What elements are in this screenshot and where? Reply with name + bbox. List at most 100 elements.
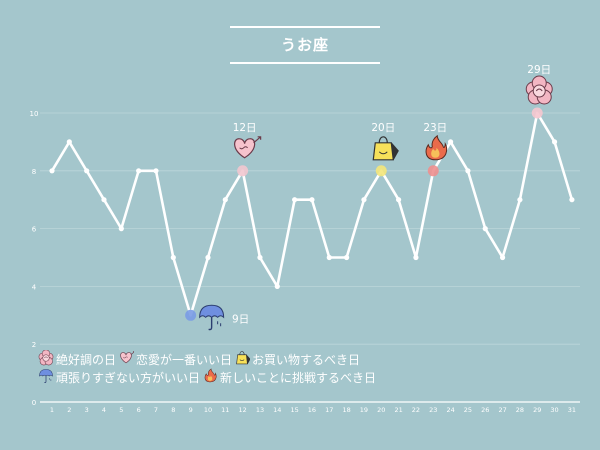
title-block: うお座 (230, 26, 380, 64)
legend-item-love-day: 恋愛が一番いい日 (118, 350, 232, 369)
x-tick-label: 13 (256, 406, 264, 414)
umbrella-icon (39, 369, 53, 384)
x-tick-label: 24 (446, 406, 454, 414)
heart-icon (120, 351, 136, 364)
title-rule-top (230, 26, 380, 28)
flower-icon (38, 349, 54, 366)
legend-label: 恋愛が一番いい日 (136, 353, 233, 367)
data-point (49, 168, 55, 174)
y-tick-label: 4 (32, 283, 37, 291)
legend-item-challenge-day: 新しいことに挑戦するべき日 (202, 368, 376, 387)
highlight-label: 12日 (233, 122, 257, 134)
x-tick-label: 7 (154, 406, 158, 414)
x-tick-label: 22 (412, 406, 420, 414)
umbrella-icon (199, 304, 225, 331)
x-tick-label: 4 (102, 406, 106, 414)
highlight-label: 23日 (423, 122, 447, 134)
y-tick-label: 8 (32, 168, 36, 176)
x-tick-label: 30 (550, 406, 558, 414)
x-tick-label: 16 (308, 406, 316, 414)
data-point (499, 254, 506, 261)
data-point (84, 168, 90, 174)
data-point (136, 168, 142, 174)
x-tick-label: 20 (377, 406, 385, 414)
x-tick-label: 9 (189, 406, 193, 414)
flame-icon (204, 368, 217, 383)
y-tick-label: 6 (32, 226, 37, 234)
x-tick-label: 11 (221, 406, 229, 414)
flame-icon (204, 368, 217, 383)
data-point (257, 254, 263, 261)
x-tick-label: 8 (171, 406, 175, 414)
highlight-point (427, 165, 439, 177)
legend-label: 新しいことに挑戦するべき日 (220, 371, 377, 385)
legend-item-rest-day: 頑張りすぎない方がいい日 (38, 368, 200, 387)
data-point (292, 197, 298, 203)
x-tick-label: 18 (342, 406, 350, 414)
flame-icon (202, 368, 220, 387)
x-tick-label: 2 (67, 406, 71, 414)
x-tick-label: 14 (273, 406, 281, 414)
x-tick-label: 12 (238, 406, 246, 414)
legend-label: お買い物するべき日 (252, 353, 361, 367)
x-tick-label: 31 (568, 406, 576, 414)
highlight-point (531, 107, 543, 119)
x-tick-label: 15 (290, 406, 298, 414)
umbrella-icon (38, 368, 56, 387)
chart-title: うお座 (280, 36, 329, 54)
x-tick-label: 29 (533, 406, 541, 414)
data-point (118, 226, 124, 232)
shopping-bag-icon (372, 136, 399, 161)
x-tick-label: 5 (119, 406, 123, 414)
highlight-point (185, 309, 197, 321)
legend-row-2: 頑張りすぎない方がいい日 新しいことに挑戦するべき日 (38, 368, 378, 387)
data-point (551, 139, 558, 145)
data-point (101, 197, 107, 203)
x-tick-label: 6 (137, 406, 141, 414)
highlight-label: 29日 (527, 64, 551, 76)
icon-layer: 9日 12日 20日 23日 29日 (199, 64, 553, 331)
heart-icon (118, 350, 136, 369)
heart-icon (120, 351, 136, 364)
highlight-label: 9日 (232, 313, 249, 325)
shopping-bag-icon (236, 351, 251, 365)
x-tick-label: 17 (325, 406, 333, 414)
x-tick-label: 10 (204, 406, 212, 414)
legend-label: 絶好調の日 (56, 353, 117, 367)
data-point (222, 197, 228, 203)
highlight-label: 20日 (371, 122, 395, 134)
grid-layer (40, 112, 580, 403)
flame-icon (425, 134, 448, 161)
series-line (50, 111, 574, 317)
x-tick-label: 27 (498, 406, 506, 414)
legend-label: 頑張りすぎない方がいい日 (56, 371, 201, 385)
x-tick-label: 19 (360, 406, 368, 414)
data-point (517, 197, 523, 203)
legend-item-best-day: 絶好調の日 (38, 349, 117, 369)
data-point (361, 197, 367, 203)
highlight-point (237, 165, 249, 177)
data-point (569, 197, 575, 203)
legend-item-shopping-day: お買い物するべき日 (234, 350, 360, 369)
data-point (413, 254, 419, 261)
x-tick-label: 1 (50, 406, 54, 414)
heart-icon (234, 136, 262, 159)
x-tick-label: 3 (85, 406, 89, 414)
data-point (205, 254, 211, 261)
data-point (396, 197, 402, 203)
x-tick-label: 25 (464, 406, 472, 414)
data-point (153, 168, 159, 174)
data-point (170, 254, 176, 261)
data-point (309, 197, 315, 203)
data-point (66, 139, 72, 145)
title-rule-bottom (230, 62, 380, 64)
shopping-bag-icon (234, 350, 252, 369)
flower-icon (38, 349, 54, 366)
umbrella-icon (39, 369, 53, 384)
x-tick-label: 28 (516, 406, 524, 414)
data-point (326, 254, 332, 261)
x-tick-label: 26 (481, 406, 489, 414)
y-tick-label: 2 (32, 341, 36, 349)
highlight-point (375, 165, 387, 177)
